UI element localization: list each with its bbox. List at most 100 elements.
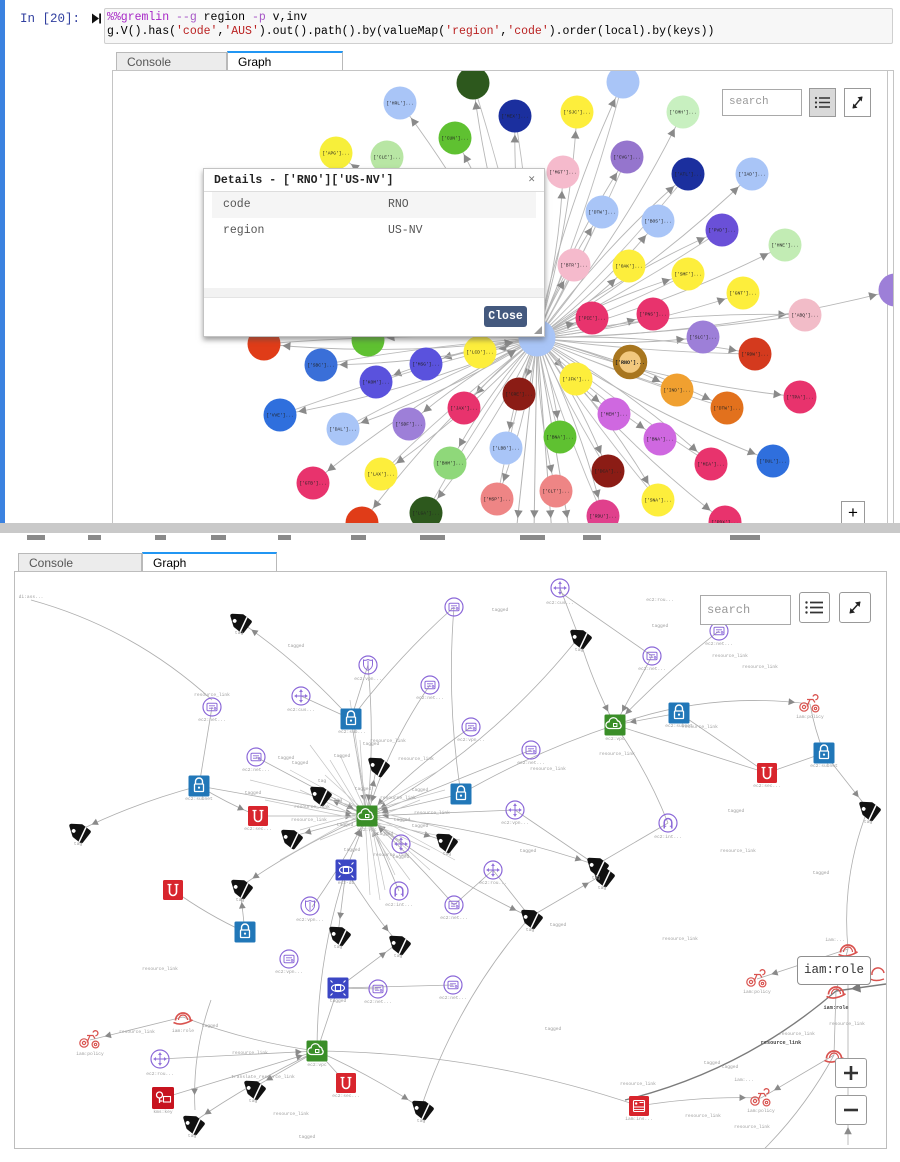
svg-text:['CLE']...: ['CLE']... (373, 155, 401, 161)
svg-text:resource_link: resource_link (742, 664, 778, 670)
svg-text:ec2:vpn...: ec2:vpn... (275, 969, 303, 975)
svg-text:tagged: tagged (545, 1026, 562, 1032)
svg-text:['GNT']...: ['GNT']... (729, 291, 757, 297)
svg-text:iam:role: iam:role (172, 1028, 194, 1034)
svg-text:['SMF']...: ['SMF']... (674, 272, 702, 278)
svg-text:['MIA']...: ['MIA']... (697, 462, 725, 468)
svg-text:tag: tag (236, 897, 245, 903)
svg-text:tagged: tagged (355, 786, 372, 792)
svg-text:ec2:subnet: ec2:subnet (810, 763, 838, 769)
svg-text:['CLT']...: ['CLT']... (542, 489, 570, 495)
svg-text:['RDW']...: ['RDW']... (741, 352, 769, 358)
svg-text:tagged: tagged (278, 755, 295, 761)
svg-text:['OAK']...: ['OAK']... (615, 264, 643, 270)
svg-text:resource_link: resource_link (232, 1050, 268, 1056)
svg-text:tag: tag (318, 778, 327, 784)
svg-text:['ABQ']...: ['ABQ']... (791, 313, 819, 319)
svg-text:tag: tag (864, 819, 873, 825)
svg-text:['CUN']...: ['CUN']... (441, 136, 469, 142)
svg-text:resource_link: resource_link (291, 817, 327, 823)
svg-text:['HRL']...: ['HRL']... (386, 101, 414, 107)
svg-text:ec2:net...: ec2:net... (242, 767, 270, 773)
svg-text:resource_link: resource_link (712, 653, 748, 659)
svg-text:ec2:sub...: ec2:sub... (338, 729, 366, 735)
svg-text:iam:policy: iam:policy (796, 714, 824, 720)
svg-text:tagged: tagged (363, 741, 380, 747)
svg-text:tagged: tagged (344, 847, 361, 853)
svg-text:ec2:int...: ec2:int... (385, 902, 413, 908)
svg-text:iam:policy: iam:policy (743, 989, 771, 995)
svg-text:['DTW']...: ['DTW']... (588, 210, 616, 216)
svg-text:ec2:net...: ec2:net... (416, 695, 444, 701)
svg-text:tagged: tagged (520, 848, 537, 854)
svg-text:['CMH']...: ['CMH']... (669, 110, 697, 116)
svg-text:['BHM']...: ['BHM']... (436, 461, 464, 467)
svg-text:['MEX']...: ['MEX']... (501, 114, 529, 120)
svg-text:ec2:cus...: ec2:cus... (287, 707, 315, 713)
svg-text:resource_link: resource_link (294, 804, 330, 810)
svg-text:iam:role: iam:role (824, 1005, 849, 1011)
svg-text:tag: tag (74, 841, 83, 847)
svg-text:['SNA']...: ['SNA']... (644, 498, 672, 504)
svg-text:ec2:sec...: ec2:sec... (753, 783, 781, 789)
svg-text:di:ass...: di:ass... (19, 594, 44, 600)
svg-text:['RNO']...: ['RNO']... (615, 360, 645, 366)
svg-text:['JFK']...: ['JFK']... (562, 377, 590, 383)
svg-text:['HNE']...: ['HNE']... (771, 243, 799, 249)
svg-text:ec2:vpn...: ec2:vpn... (501, 820, 529, 826)
svg-text:resource_link: resource_link (530, 766, 566, 772)
svg-text:ec2:vpc: ec2:vpc (605, 736, 625, 742)
svg-text:tag: tag (188, 1133, 197, 1139)
svg-text:tagged: tagged (288, 643, 305, 649)
svg-text:['MGT']...: ['MGT']... (549, 170, 577, 176)
svg-text:iam:policy: iam:policy (76, 1051, 104, 1057)
svg-text:tag: tag (417, 1118, 426, 1124)
svg-text:resource_link: resource_link (734, 1124, 770, 1130)
svg-text:ec2:net...: ec2:net... (517, 760, 545, 766)
svg-text:ec2:cus...: ec2:cus... (546, 600, 574, 606)
svg-text:['SDF']...: ['SDF']... (395, 422, 423, 428)
svg-text:tagged: tagged (492, 607, 509, 613)
svg-text:['PVD']...: ['PVD']... (708, 228, 736, 234)
svg-text:tag: tag (598, 885, 607, 891)
svg-text:resource_link: resource_link (414, 810, 450, 816)
svg-text:tagged: tagged (299, 1134, 316, 1140)
svg-text:ec2:rou...: ec2:rou... (646, 597, 674, 603)
svg-text:ec2:net...: ec2:net... (440, 915, 468, 921)
svg-text:tag: tag (526, 927, 535, 933)
svg-text:tagged: tagged (412, 787, 429, 793)
svg-text:ec2:vpc: ec2:vpc (307, 1062, 327, 1068)
svg-text:resource_link: resource_link (142, 966, 178, 972)
svg-text:['SJC']...: ['SJC']... (563, 110, 591, 116)
svg-text:['MSG']...: ['MSG']... (412, 362, 440, 368)
svg-text:['APG']...: ['APG']... (322, 151, 350, 157)
svg-text:resource_link: resource_link (620, 1081, 656, 1087)
svg-text:iam:...: iam:... (825, 937, 844, 943)
svg-text:tagged: tagged (202, 1023, 219, 1029)
svg-text:resource_link: resource_link (682, 724, 718, 730)
svg-text:['IND']...: ['IND']... (663, 388, 691, 394)
svg-text:['DAL']...: ['DAL']... (329, 427, 357, 433)
svg-text:tagged: tagged (652, 623, 669, 629)
svg-text:ec2:subnet: ec2:subnet (185, 796, 213, 802)
svg-text:ec2:rou...: ec2:rou... (479, 880, 507, 886)
svg-text:resource_link: resource_link (194, 692, 230, 698)
svg-text:tagged: tagged (412, 823, 429, 829)
svg-text:['RDU']...: ['RDU']... (589, 514, 617, 520)
svg-text:resource_link: resource_link (370, 738, 406, 744)
svg-text:ec2:int...: ec2:int... (654, 834, 682, 840)
svg-text:resource_link: resource_link (373, 852, 409, 858)
svg-text:['LAX']...: ['LAX']... (367, 472, 395, 478)
svg-text:['MEM']...: ['MEM']... (600, 412, 628, 418)
svg-text:['SBC']...: ['SBC']... (307, 363, 335, 369)
svg-text:['BOS']...: ['BOS']... (644, 219, 672, 225)
svg-text:['ATL']...: ['ATL']... (674, 172, 702, 178)
svg-text:ec2:vpn...: ec2:vpn... (354, 676, 382, 682)
svg-text:ec2:net...: ec2:net... (705, 641, 733, 647)
svg-text:['TPA']...: ['TPA']... (786, 395, 814, 401)
svg-text:ec2:rou...: ec2:rou... (146, 1071, 174, 1077)
svg-text:['IAD']...: ['IAD']... (738, 172, 766, 178)
svg-text:resource_link: resource_link (119, 1029, 155, 1035)
svg-text:kms:key: kms:key (153, 1109, 173, 1115)
svg-text:tagged: tagged (377, 831, 394, 837)
